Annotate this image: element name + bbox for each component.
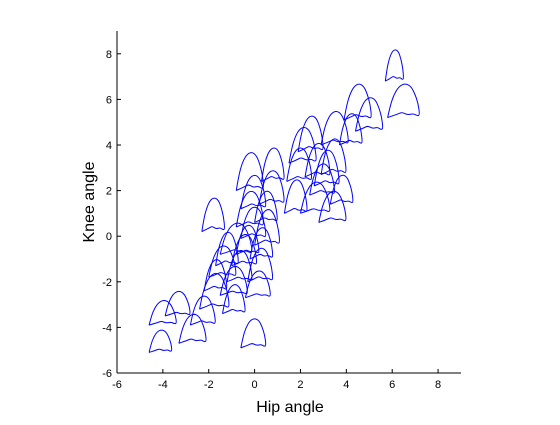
trajectory-loop [235, 152, 264, 192]
trajectory-loop [304, 142, 331, 178]
trajectory-loop [148, 329, 173, 353]
x-tick-label: 8 [435, 379, 441, 391]
trajectory-loop [260, 147, 285, 182]
trajectory-loop [235, 190, 264, 228]
y-tick-label: -4 [102, 322, 112, 334]
y-axis-label: Knee angle [81, 161, 98, 242]
loops-layer [148, 49, 420, 353]
x-tick-label: 4 [343, 379, 349, 391]
axes-layer: -6 -4 -2 0 2 4 6 8 -6 -4 -2 0 2 4 6 8 [102, 31, 461, 391]
trajectory-loop [219, 265, 248, 296]
trajectory-loop [189, 295, 216, 326]
x-axis-label: Hip angle [256, 399, 324, 416]
trajectory-loop [240, 174, 267, 210]
trajectory-loop [235, 224, 260, 255]
trajectory-loop [297, 115, 324, 153]
x-tick-label: 6 [389, 379, 395, 391]
trajectory-loop [164, 290, 191, 317]
trajectory-loop [313, 149, 340, 187]
trajectory-loop [231, 234, 258, 267]
trajectory-loop [258, 170, 285, 205]
trajectory-loop [384, 49, 404, 82]
trajectory-loop [283, 179, 308, 214]
y-tick-label: 6 [106, 94, 112, 106]
trajectory-loop [249, 227, 274, 260]
trajectory-loop [215, 231, 239, 267]
y-tick-label: 8 [106, 49, 112, 61]
trajectory-loop [299, 181, 331, 214]
x-tick-label: -6 [112, 379, 122, 391]
trajectory-loop [355, 97, 384, 132]
trajectory-loop [338, 113, 363, 146]
trajectory-loop [329, 174, 354, 205]
x-tick-label: 0 [252, 379, 258, 391]
y-tick-label: 2 [106, 186, 112, 198]
trajectory-loop [286, 147, 313, 182]
trajectory-loop [254, 209, 280, 246]
trajectory-loop [240, 318, 267, 349]
trajectory-loop [221, 284, 246, 315]
trajectory-loop [178, 313, 207, 344]
y-tick-label: -6 [102, 368, 112, 380]
y-tick-label: 0 [106, 231, 112, 243]
trajectory-loop [387, 83, 420, 119]
trajectory-loop [244, 270, 271, 299]
trajectory-loop [288, 126, 317, 164]
x-tick-label: -4 [158, 379, 168, 391]
x-tick-label: 2 [297, 379, 303, 391]
trajectory-loop [148, 300, 177, 326]
x-tick-label: -2 [204, 379, 214, 391]
trajectory-loop [320, 138, 347, 176]
trajectory-loop [343, 83, 372, 121]
trajectory-loop [240, 206, 267, 239]
y-tick-label: -2 [102, 277, 112, 289]
trajectory-loop [254, 190, 278, 223]
trajectory-loop [219, 222, 253, 255]
trajectory-loop [247, 247, 274, 283]
y-tick-label: 4 [106, 140, 112, 152]
trajectory-loop [318, 190, 347, 223]
trajectory-loop [201, 197, 225, 233]
